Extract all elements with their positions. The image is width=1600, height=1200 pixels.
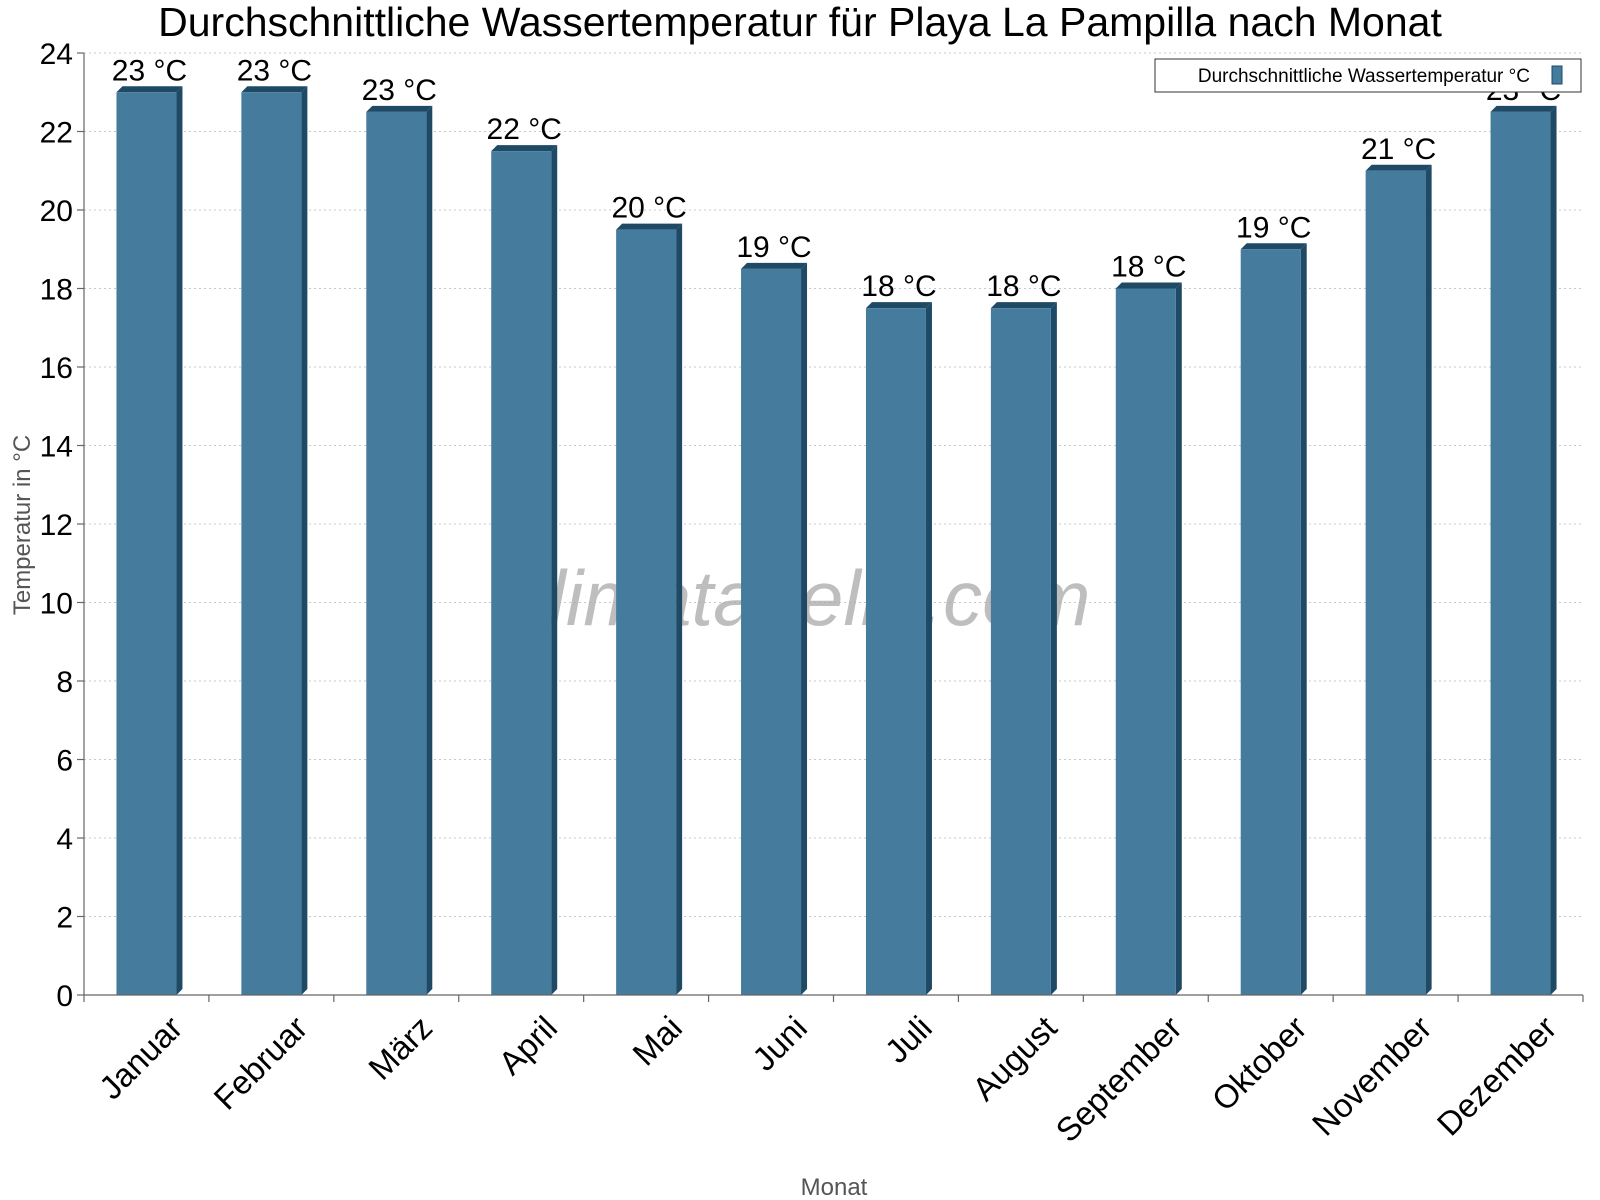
axes — [77, 52, 1584, 1002]
bar-top — [1240, 243, 1307, 250]
bar — [741, 262, 808, 995]
x-tick-label: März — [361, 1009, 439, 1087]
bar-front — [366, 111, 427, 995]
bar — [616, 223, 683, 995]
data-label: 18 °C — [1111, 251, 1186, 284]
bar-side — [426, 105, 433, 995]
data-label: 18 °C — [986, 270, 1061, 303]
y-tick-label: 16 — [40, 352, 73, 385]
bar-top — [616, 223, 683, 230]
bar-front — [616, 229, 677, 995]
bar-top — [1365, 164, 1432, 171]
bar — [1240, 243, 1307, 995]
bar-front — [491, 151, 552, 995]
data-label: 23 °C — [362, 74, 437, 107]
legend-box — [1154, 58, 1582, 93]
x-tick-label: Oktober — [1204, 1009, 1313, 1118]
y-tick-label: 12 — [40, 509, 73, 542]
x-tick-label: Februar — [206, 1009, 314, 1117]
data-label: 19 °C — [1236, 211, 1311, 244]
y-tick-label: 18 — [40, 274, 73, 307]
data-label: 22 °C — [487, 113, 562, 146]
bar-front — [1365, 170, 1426, 995]
bar — [366, 105, 433, 995]
x-tick-label: Juli — [878, 1009, 939, 1070]
bar-top — [865, 302, 932, 309]
bar — [1365, 164, 1432, 995]
bar-front — [1490, 111, 1551, 995]
y-tick-label: 4 — [56, 823, 73, 856]
bar-side — [1050, 302, 1057, 995]
bar — [1115, 282, 1182, 995]
bar-side — [676, 223, 683, 995]
x-tick-labels: Januar Februar März April Mai Juni Juli AugustS… — [92, 1009, 1564, 1149]
y-tick-label: 10 — [40, 588, 73, 621]
grid-lines — [84, 52, 1583, 917]
bar-side — [301, 86, 308, 995]
legend-label: Durchschnittliche Wassertemperatur °C — [1198, 66, 1530, 87]
data-label: 21 °C — [1361, 133, 1436, 166]
data-labels: 23 °C 23 °C 23 °C 22 °C 20 °C 19 °C 18 °C 18 °C… — [112, 54, 1561, 303]
bar-side — [925, 302, 932, 995]
y-tick-label: 24 — [40, 38, 73, 71]
data-label: 20 °C — [611, 192, 686, 225]
x-tick-label: Dezember — [1430, 1009, 1564, 1143]
bar-side — [1175, 282, 1182, 995]
y-tick-label: 8 — [56, 666, 73, 699]
bar-side — [1300, 243, 1307, 995]
data-label: 23 °C — [237, 54, 312, 87]
x-tick-label: September — [1048, 1009, 1188, 1149]
data-label: 19 °C — [736, 231, 811, 264]
data-label: 18 °C — [861, 270, 936, 303]
bar-top — [1115, 282, 1182, 289]
bar — [491, 145, 558, 995]
bar-front — [990, 308, 1051, 995]
legend: Durchschnittliche Wassertemperatur °C — [1154, 58, 1582, 93]
bar-top — [366, 105, 433, 112]
bar-top — [990, 302, 1057, 309]
bar-side — [801, 262, 808, 995]
bar-top — [741, 262, 808, 269]
bar-front — [865, 308, 926, 995]
legend-swatch — [1551, 65, 1563, 85]
bar-top — [116, 86, 183, 93]
x-axis-label: Monat — [801, 1174, 868, 1200]
x-tick-label: November — [1305, 1009, 1439, 1143]
x-tick-label: Mai — [625, 1009, 689, 1073]
x-tick-label: Januar — [92, 1009, 190, 1107]
bar-front — [1115, 288, 1176, 995]
bar — [241, 86, 308, 995]
chart-title: Durchschnittliche Wassertemperatur für P… — [158, 0, 1442, 45]
y-tick-label: 2 — [56, 902, 73, 935]
x-tick-label: Juni — [745, 1009, 814, 1078]
bar-top — [241, 86, 308, 93]
y-axis-label: Temperatur in °C — [9, 435, 36, 615]
bar — [1490, 105, 1557, 995]
y-tick-label: 6 — [56, 745, 73, 778]
bar-side — [1425, 164, 1432, 995]
y-tick-label: 22 — [40, 117, 73, 150]
bar-side — [551, 145, 558, 995]
bar-front — [241, 92, 302, 995]
bar-top — [1490, 105, 1557, 112]
x-tick-label: August — [965, 1009, 1064, 1108]
y-tick-label: 0 — [56, 980, 73, 1013]
bar-front — [116, 92, 177, 995]
bar — [865, 302, 932, 995]
bar-front — [1240, 249, 1301, 995]
bars — [116, 86, 1557, 995]
bar-side — [1550, 105, 1557, 995]
y-tick-label: 14 — [40, 431, 73, 464]
bar — [116, 86, 183, 995]
bar-side — [176, 86, 183, 995]
bar — [990, 302, 1057, 995]
x-tick-label: April — [491, 1009, 564, 1082]
data-label: 23 °C — [112, 54, 187, 87]
y-tick-label: 20 — [40, 195, 73, 228]
bar-front — [741, 268, 802, 995]
bar-top — [491, 145, 558, 152]
